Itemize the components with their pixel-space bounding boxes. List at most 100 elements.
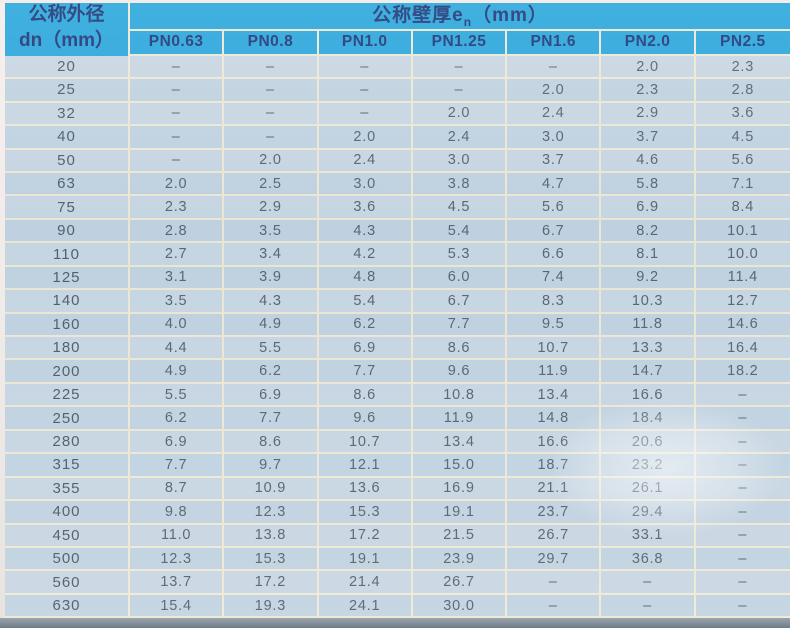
wall-thickness-title: 公称壁厚en（mm） xyxy=(130,0,790,31)
thickness-cell: 13.6 xyxy=(318,477,413,502)
thickness-cell: 23.7 xyxy=(507,501,602,525)
thickness-cell: – xyxy=(507,55,602,80)
dn-cell: 25 xyxy=(5,79,130,103)
thickness-cell: 17.2 xyxy=(224,571,319,595)
table-header: 公称外径 dn（mm） 公称壁厚en（mm） PN0.63 PN0.8 PN1.0 P… xyxy=(5,0,790,56)
thickness-cell: 11.8 xyxy=(601,313,696,338)
thickness-cell: 19.1 xyxy=(412,501,508,525)
dn-cell: 50 xyxy=(5,149,130,173)
thickness-cell: 15.3 xyxy=(318,501,413,525)
thickness-cell: 2.4 xyxy=(318,149,413,173)
thickness-cell: 16.4 xyxy=(695,337,790,361)
table-row: 50–2.0 2.4 3.0 3.7 4.6 5.6 xyxy=(5,149,790,173)
table-row: 75 2.3 2.9 3.6 4.5 5.6 6.9 8.4 xyxy=(5,196,790,220)
thickness-cell: – xyxy=(695,383,790,408)
thickness-cell: 10.3 xyxy=(601,290,696,314)
thickness-cell: 16.6 xyxy=(601,383,696,408)
thickness-cell: – xyxy=(318,102,413,127)
thickness-cell: 7.4 xyxy=(507,266,602,291)
thickness-cell: 5.5 xyxy=(224,337,319,361)
photo-left-edge xyxy=(0,0,5,618)
column-header: PN1.25 xyxy=(412,30,508,56)
thickness-cell: 9.2 xyxy=(601,266,696,291)
thickness-cell: 11.4 xyxy=(695,266,790,291)
thickness-cell: 6.6 xyxy=(507,243,602,267)
thickness-cell: 4.2 xyxy=(318,243,413,267)
dn-cell: 560 xyxy=(5,571,130,595)
thickness-cell: 4.3 xyxy=(318,219,413,244)
thickness-cell: 20.6 xyxy=(601,430,696,455)
thickness-cell: 10.8 xyxy=(412,383,508,408)
thickness-cell: 7.7 xyxy=(130,454,225,478)
thickness-cell: 11.9 xyxy=(507,360,602,384)
thickness-cell: – xyxy=(130,149,225,173)
thickness-cell: 19.1 xyxy=(318,547,413,572)
thickness-cell: 26.7 xyxy=(412,571,508,595)
thickness-cell: 3.6 xyxy=(695,102,790,127)
thickness-cell: – xyxy=(695,454,790,478)
thickness-cell: 12.3 xyxy=(224,501,319,525)
thickness-cell: 10.7 xyxy=(507,337,602,361)
thickness-cell: 9.5 xyxy=(507,313,602,338)
thickness-cell: 2.8 xyxy=(130,219,225,244)
thickness-cell: 4.5 xyxy=(412,196,508,220)
thickness-cell: 6.7 xyxy=(412,290,508,314)
thickness-cell: 8.2 xyxy=(601,219,696,244)
thickness-cell: 2.3 xyxy=(601,79,696,103)
table-row: 180 4.4 5.5 6.9 8.6 10.7 13.3 16.4 xyxy=(5,337,790,361)
thickness-cell: 6.2 xyxy=(130,407,225,431)
thickness-cell: 7.1 xyxy=(695,172,790,197)
thickness-cell: 5.8 xyxy=(601,172,696,197)
thickness-cell: 5.3 xyxy=(412,243,508,267)
thickness-cell: 21.5 xyxy=(412,524,508,548)
pn-header-row: PN0.63 PN0.8 PN1.0 PN1.25 PN1.6 PN2.0 PN2.5 xyxy=(5,30,790,56)
dn-cell: 125 xyxy=(5,266,130,291)
thickness-cell: 2.5 xyxy=(224,172,319,197)
thickness-cell: 8.6 xyxy=(318,383,413,408)
dn-cell: 20 xyxy=(5,55,130,80)
thickness-cell: 15.0 xyxy=(412,454,508,478)
table-row: 250 6.2 7.7 9.6 11.9 14.8 18.4– xyxy=(5,407,790,431)
thickness-cell: – xyxy=(695,477,790,502)
thickness-cell: 10.9 xyxy=(224,477,319,502)
thickness-cell: – xyxy=(224,126,319,150)
thickness-cell: – xyxy=(695,571,790,595)
thickness-cell: 2.0 xyxy=(507,79,602,103)
dn-cell: 450 xyxy=(5,524,130,548)
thickness-cell: – xyxy=(601,594,696,619)
thickness-cell: 13.8 xyxy=(224,524,319,548)
thickness-cell: – xyxy=(412,79,508,103)
thickness-cell: 2.4 xyxy=(507,102,602,127)
thickness-cell: 3.7 xyxy=(601,126,696,150)
thickness-cell: – xyxy=(224,102,319,127)
dn-cell: 40 xyxy=(5,126,130,150)
table-row: 160 4.0 4.9 6.2 7.7 9.5 11.8 14.6 xyxy=(5,313,790,338)
thickness-cell: 15.4 xyxy=(130,594,225,619)
table-row: 450 11.0 13.8 17.2 21.5 26.7 33.1– xyxy=(5,524,790,548)
thickness-cell: 5.4 xyxy=(318,290,413,314)
thickness-cell: 5.5 xyxy=(130,383,225,408)
thickness-cell: 2.9 xyxy=(224,196,319,220)
thickness-cell: 13.4 xyxy=(412,430,508,455)
thickness-cell: 6.9 xyxy=(130,430,225,455)
thickness-cell: 2.0 xyxy=(130,172,225,197)
outer-diameter-label-line2: dn（mm） xyxy=(18,29,114,51)
thickness-cell: 8.3 xyxy=(507,290,602,314)
thickness-cell: 8.4 xyxy=(695,196,790,220)
thickness-cell: 3.4 xyxy=(224,243,319,267)
thickness-cell: 13.4 xyxy=(507,383,602,408)
photo-top-edge xyxy=(0,0,790,3)
thickness-cell: – xyxy=(695,594,790,619)
table-row: 560 13.7 17.2 21.4 26.7– – – xyxy=(5,571,790,595)
thickness-cell: – xyxy=(318,55,413,80)
thickness-cell: 9.7 xyxy=(224,454,319,478)
thickness-cell: 14.8 xyxy=(507,407,602,431)
thickness-cell: 8.1 xyxy=(601,243,696,267)
thickness-cell: 10.0 xyxy=(695,243,790,267)
dn-cell: 400 xyxy=(5,501,130,525)
thickness-cell: 2.0 xyxy=(412,102,508,127)
outer-diameter-header: 公称外径 dn（mm） xyxy=(5,0,130,56)
thickness-cell: 6.9 xyxy=(224,383,319,408)
thickness-cell: 13.3 xyxy=(601,337,696,361)
dn-cell: 630 xyxy=(5,594,130,619)
